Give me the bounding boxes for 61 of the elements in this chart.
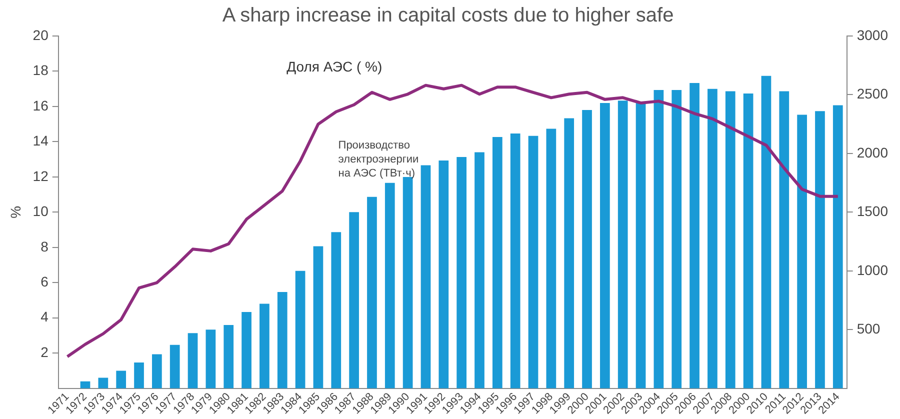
- bar: [224, 324, 234, 388]
- y-tick-label: 12: [32, 168, 49, 184]
- bar: [438, 160, 449, 388]
- bar: [420, 165, 431, 388]
- bar: [313, 246, 324, 388]
- bar: [206, 330, 216, 388]
- bar: [492, 137, 502, 388]
- bar: [636, 102, 646, 388]
- bar: [672, 90, 682, 388]
- series-label: Производство электроэнергии на АЭС (ТВт·ч): [338, 139, 419, 180]
- y2-tick-label: 1500: [856, 203, 888, 220]
- bar: [600, 102, 610, 388]
- y-tick-label: 2: [40, 344, 49, 360]
- y-tick-label: 18: [32, 62, 49, 78]
- bar: [832, 105, 843, 388]
- bar: [188, 333, 198, 388]
- bar: [582, 110, 592, 388]
- bar: [546, 128, 556, 388]
- bar: [98, 378, 108, 388]
- bar: [528, 136, 538, 388]
- bar: [384, 182, 395, 388]
- bar: [743, 94, 754, 388]
- y2-tick-label: 2000: [856, 144, 888, 160]
- y-tick-label: 4: [40, 308, 49, 325]
- bar: [618, 100, 628, 388]
- bar: [134, 362, 144, 388]
- y-tick-label: 6: [40, 274, 49, 290]
- bar: [295, 270, 306, 388]
- bar: [761, 76, 772, 388]
- bar: [456, 156, 466, 388]
- bar: [277, 292, 288, 388]
- y2-tick-label: 1000: [856, 262, 888, 278]
- bar: [242, 312, 252, 388]
- bar: [708, 88, 718, 388]
- bar: [116, 370, 126, 388]
- y-tick-label: 20: [32, 26, 49, 43]
- y-tick-label: 8: [40, 238, 49, 254]
- bar: [367, 196, 377, 388]
- bar: [170, 344, 180, 388]
- y2-tick-label: 3000: [856, 26, 888, 43]
- y2-tick-label: 2500: [856, 86, 888, 102]
- bar: [564, 118, 574, 388]
- bar: [690, 82, 700, 388]
- bar: [797, 114, 807, 388]
- bar: [815, 111, 825, 388]
- bar: [654, 90, 664, 388]
- y-tick-label: 16: [32, 97, 49, 114]
- y-axis-title: %: [7, 206, 24, 218]
- y-tick-label: 14: [32, 132, 49, 149]
- bar: [779, 91, 790, 388]
- series-label: Доля АЭС ( %): [286, 58, 382, 75]
- chart-title: A sharp increase in capital costs due to higher safe: [222, 4, 674, 27]
- y-tick-label: 10: [32, 203, 49, 220]
- bar: [474, 152, 484, 388]
- bar: [152, 354, 162, 388]
- bar: [349, 212, 359, 388]
- y2-tick-label: 500: [856, 320, 880, 336]
- bar: [510, 133, 520, 388]
- bar: [260, 304, 270, 388]
- bar: [331, 232, 342, 388]
- bar: [725, 91, 736, 388]
